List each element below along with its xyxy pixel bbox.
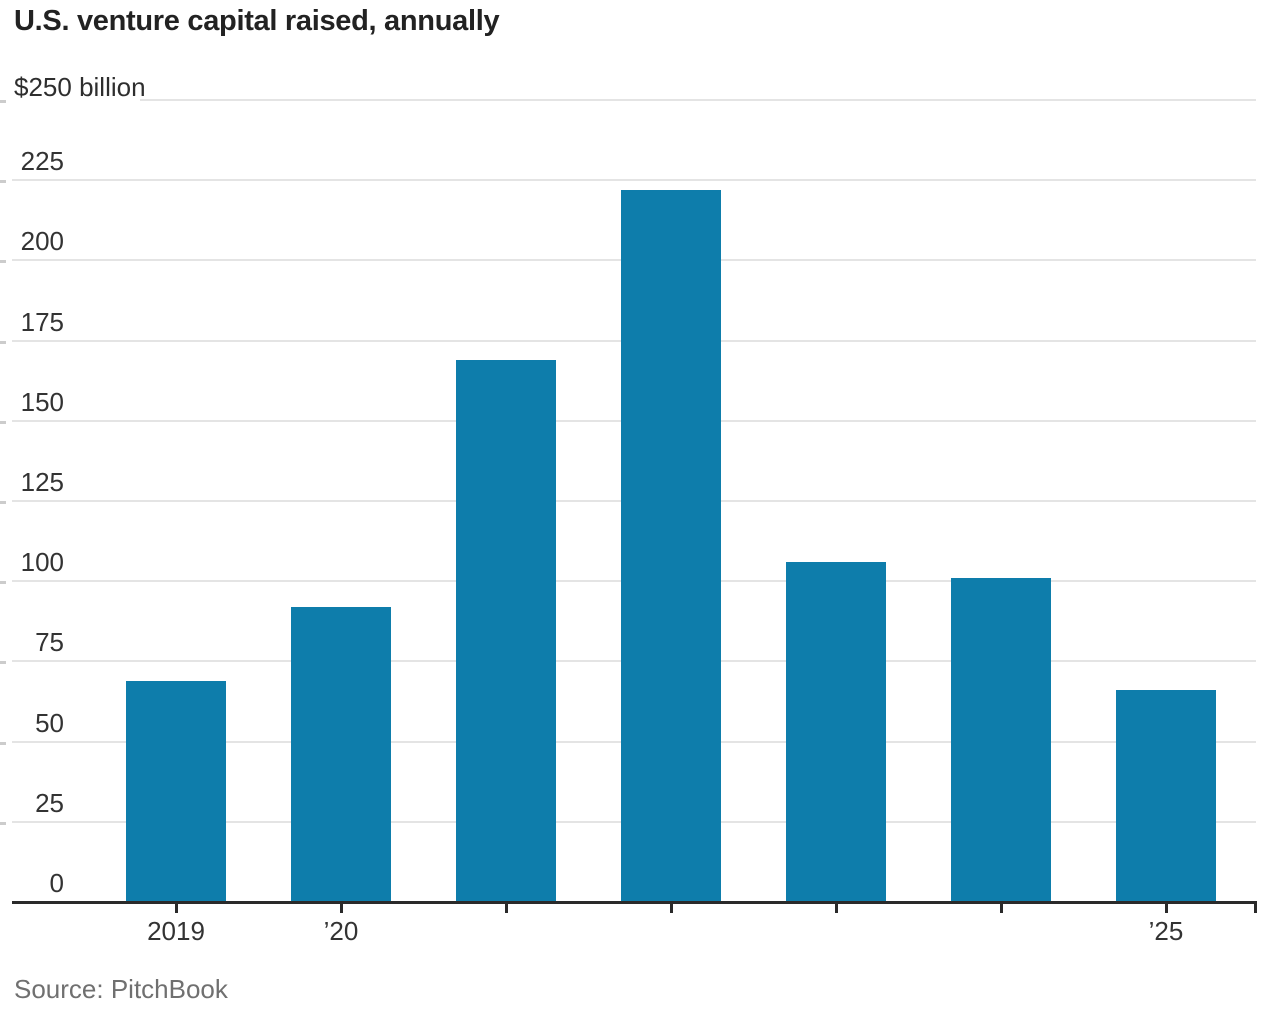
y-axis-unit-label: $250 billion	[14, 72, 146, 102]
y-axis-tick	[0, 260, 6, 264]
y-tick-label: 25	[35, 787, 64, 818]
y-axis-tick	[0, 821, 6, 825]
bar-2021	[456, 359, 556, 902]
x-axis-tick	[174, 903, 178, 913]
y-axis-tick	[0, 661, 6, 665]
x-axis-tick	[1164, 903, 1168, 913]
y-axis-tick	[0, 180, 6, 184]
y-tick-label: 150	[20, 386, 64, 417]
y-axis-tick	[0, 420, 6, 424]
x-axis-tick	[669, 903, 673, 913]
y-tick-label: 0	[49, 868, 64, 898]
bar-2023	[786, 561, 886, 902]
y-tick-label: 200	[20, 226, 64, 257]
x-axis-tick	[834, 903, 838, 913]
x-tick-label: 2019	[147, 916, 205, 946]
y-tick-label: 175	[20, 306, 64, 337]
y-axis-tick	[0, 100, 6, 103]
y-tick-label: 225	[20, 146, 64, 177]
gridline-top	[140, 99, 1256, 101]
y-axis-tick	[0, 340, 6, 344]
y-tick-label: 100	[20, 547, 64, 578]
bar-2019	[126, 680, 226, 902]
x-axis-tick	[504, 903, 508, 913]
y-axis-tick	[0, 581, 6, 585]
bar-2024	[951, 577, 1051, 902]
x-tick-label: ’20	[323, 916, 359, 946]
y-tick-label: 125	[20, 467, 64, 497]
y-tick-label: 75	[35, 627, 64, 658]
x-axis-tick	[339, 903, 343, 913]
x-tick-label: ’25	[1148, 916, 1184, 946]
bar-2022	[621, 189, 721, 902]
y-axis-tick	[0, 501, 6, 504]
y-axis-tick	[0, 741, 6, 745]
chart-title: U.S. venture capital raised, annually	[14, 5, 500, 37]
source-note: Source: PitchBook	[14, 974, 228, 1004]
bar-2025	[1116, 690, 1216, 902]
x-axis-end-tick	[1254, 903, 1257, 913]
y-tick-label: 50	[35, 707, 64, 738]
bar-2020	[291, 606, 391, 902]
x-axis-line	[12, 900, 1257, 904]
gridline	[12, 179, 1256, 182]
x-axis-tick	[999, 903, 1003, 913]
